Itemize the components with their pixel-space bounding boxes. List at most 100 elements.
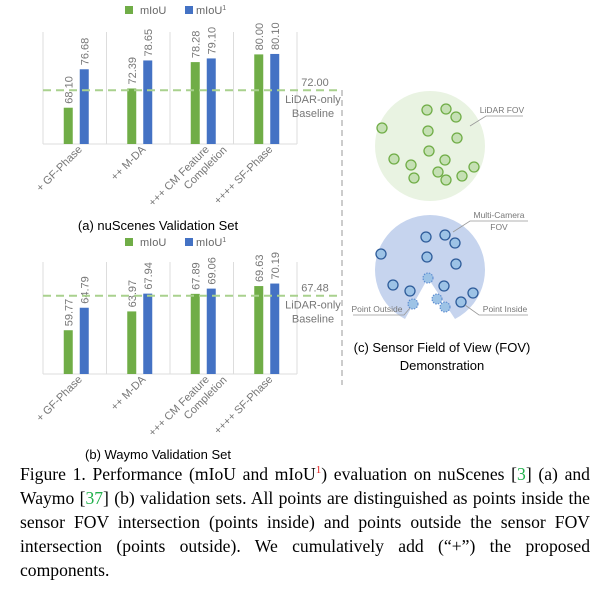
point-inside-leader <box>464 304 528 316</box>
lidar-point <box>440 174 452 186</box>
camera-points <box>375 229 479 313</box>
legend-label-miou: mIoU <box>140 5 166 17</box>
legend-superscript: 1 <box>222 5 226 12</box>
bar-miou1 <box>143 293 153 374</box>
bar-miou1 <box>206 288 216 374</box>
category-label: +++ CM FeatureCompletion <box>147 135 230 218</box>
lidar-point <box>450 111 462 123</box>
category-label-line: + GF-Phase <box>34 144 85 195</box>
bar-miou <box>63 330 73 374</box>
data-label: 67.94 <box>143 262 155 290</box>
bar-miou <box>190 293 200 374</box>
camera-fov-leader <box>452 220 528 233</box>
lidar-fov-leader <box>469 115 523 127</box>
point-inside <box>467 287 479 299</box>
data-label: 78.28 <box>190 31 202 59</box>
point-inside <box>420 231 432 243</box>
lidar-point <box>440 103 452 115</box>
point-inside <box>439 229 451 241</box>
point-inside <box>387 279 399 291</box>
category-label-line: ++ M-DA <box>109 373 149 413</box>
point-inside <box>438 280 450 292</box>
lidar-point <box>456 170 468 182</box>
baseline-value: 67.48 <box>301 283 329 295</box>
lidar-points <box>376 103 480 186</box>
lidar-point <box>421 104 433 116</box>
category-label: ++ M-DA <box>109 143 149 183</box>
point-inside <box>375 248 387 260</box>
lidar-point <box>439 154 451 166</box>
fov-panel: LiDAR FOV Multi-Camera FOV Point Outside… <box>341 90 531 385</box>
point-outside-label: Point Outside <box>351 304 402 314</box>
baseline-label: Baseline <box>292 108 334 120</box>
legend-superscript: 1 <box>222 237 226 244</box>
lidar-point <box>408 172 420 184</box>
baseline-label: Baseline <box>292 314 334 326</box>
baseline-value: 72.00 <box>301 77 329 89</box>
bar-miou <box>190 62 200 144</box>
bar-miou1 <box>270 283 280 374</box>
lidar-point <box>432 166 444 178</box>
data-label: 76.68 <box>79 38 91 66</box>
point-outside <box>431 293 443 305</box>
point-inside <box>421 251 433 263</box>
bar-miou <box>127 311 137 374</box>
caption-text: ] (a) and Waymo [ <box>20 464 590 508</box>
category-label: ++ M-DA <box>109 373 149 413</box>
legend-swatch-miou1 <box>185 238 193 246</box>
chart-title: (a) nuScenes Validation Set <box>78 218 239 233</box>
bar-miou1 <box>79 307 89 374</box>
baseline-label: LiDAR-only <box>285 94 341 106</box>
camera-fov-label-line2: FOV <box>490 222 508 232</box>
citation-link[interactable]: 3 <box>517 464 526 484</box>
data-label: 67.89 <box>190 262 202 290</box>
data-label: 59.77 <box>63 299 75 327</box>
data-label: 79.10 <box>206 27 218 55</box>
point-outside <box>439 301 451 313</box>
point-outside <box>422 272 434 284</box>
bar-miou <box>254 54 264 144</box>
caption-text: ] (b) validation sets. All points are di… <box>20 488 590 580</box>
fov-title-line2: Demonstration <box>400 358 485 373</box>
lidar-point <box>468 161 480 173</box>
bar-miou1 <box>79 69 89 144</box>
category-label-line: + GF-Phase <box>34 374 85 425</box>
data-label: 69.63 <box>254 255 266 283</box>
point-inside-label: Point Inside <box>483 304 528 314</box>
bar-miou1 <box>206 58 216 144</box>
fov-title-line1: (c) Sensor Field of View (FOV) <box>354 340 531 355</box>
data-label: 80.10 <box>270 22 282 50</box>
chart-waymo: mIoU mIoU1 59.77 64.79 + GF-Phase 63.97 67.94 +… <box>34 237 341 462</box>
legend-label-miou1: mIoU1 <box>196 237 226 249</box>
data-label: 78.65 <box>143 29 155 57</box>
chart-title: (b) Waymo Validation Set <box>85 447 231 462</box>
category-label: + GF-Phase <box>34 374 85 425</box>
category-label-line: ++ M-DA <box>109 143 149 183</box>
citation-link[interactable]: 37 <box>85 488 104 508</box>
data-label: 72.39 <box>127 57 139 85</box>
bar-miou1 <box>143 60 153 144</box>
caption-superscript: 1 <box>315 464 322 477</box>
point-outside-leader <box>353 307 411 316</box>
data-label: 69.06 <box>206 257 218 285</box>
caption-text: Figure 1. Performance (mIoU and mIoU <box>20 464 316 484</box>
bar-miou <box>254 286 264 374</box>
data-label: 80.00 <box>254 23 266 51</box>
data-label: 63.97 <box>127 280 139 308</box>
point-inside <box>404 285 416 297</box>
category-label: + GF-Phase <box>34 144 85 195</box>
caption-text: ) evaluation on nuScenes [ <box>321 464 518 484</box>
legend: mIoU mIoU1 <box>125 237 226 249</box>
point-inside <box>455 296 467 308</box>
data-label: 70.19 <box>270 252 282 280</box>
point-inside <box>450 258 462 270</box>
lidar-point <box>376 122 388 134</box>
lidar-point <box>405 159 417 171</box>
bar-miou <box>63 107 73 144</box>
lidar-fov-label: LiDAR FOV <box>480 105 525 115</box>
legend-swatch-miou1 <box>185 6 193 14</box>
camera-fov-label-line1: Multi-Camera <box>473 210 524 220</box>
bar-miou <box>127 88 137 144</box>
figure-caption: Figure 1. Performance (mIoU and mIoU1) e… <box>20 462 590 582</box>
